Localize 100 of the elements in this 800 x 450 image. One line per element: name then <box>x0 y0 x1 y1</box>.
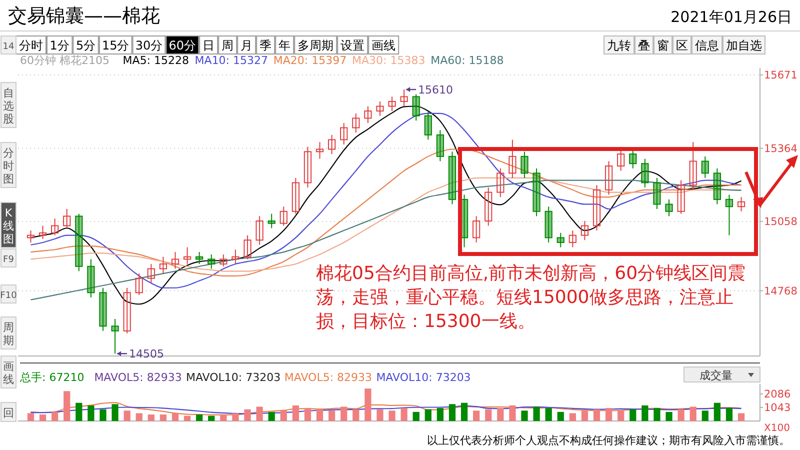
series-label: MAVOL5: 82933 <box>284 371 372 384</box>
candlestick <box>496 168 504 198</box>
text: MA30: 15383 <box>352 54 426 67</box>
candlestick <box>75 213 83 272</box>
bar <box>352 409 360 421</box>
bar <box>328 410 336 421</box>
candlestick <box>328 134 336 155</box>
candlestick <box>653 177 661 210</box>
bar <box>509 405 516 421</box>
candlestick <box>87 258 95 298</box>
text: 自选股 <box>3 86 14 126</box>
bar <box>27 413 34 421</box>
candlestick <box>388 96 396 112</box>
bar <box>690 406 696 421</box>
candlestick <box>364 106 372 124</box>
bar <box>678 409 684 421</box>
text: 信息 <box>695 38 719 52</box>
bar <box>304 408 312 421</box>
bar <box>654 408 660 421</box>
text: 60分钟 棉花2105 <box>20 54 110 67</box>
bar <box>593 409 600 421</box>
line-series <box>30 405 742 414</box>
candlestick <box>448 151 456 205</box>
bar <box>196 414 203 421</box>
bar <box>545 408 552 421</box>
candlestick <box>665 198 673 217</box>
bar <box>208 416 215 421</box>
text: F9 <box>3 255 14 265</box>
text: 以上仅代表分析师个人观点不构成任何操作建议；期市有风险入市需谨慎。 <box>427 434 790 447</box>
chart-title: 交易锦囊——棉花 <box>8 5 160 27</box>
bar <box>412 412 420 421</box>
y-tick-label: 15058 <box>764 216 798 228</box>
candlestick <box>436 130 444 162</box>
candlestick <box>641 158 649 188</box>
candlestick <box>256 216 264 246</box>
y-tick-label: 2086 <box>764 388 792 401</box>
text: 总手: 67210 <box>19 371 84 384</box>
candlestick <box>352 112 360 134</box>
text: MA5: 15228 <box>122 54 190 67</box>
bar <box>497 408 504 421</box>
bar <box>172 413 179 421</box>
text: MAVOL10: 73203 <box>186 371 281 384</box>
bar <box>268 412 275 421</box>
bar <box>424 409 432 421</box>
text: 画线 <box>372 38 396 52</box>
text: 日 <box>202 38 215 52</box>
candlestick <box>508 139 516 178</box>
bar <box>148 414 154 421</box>
candlestick <box>472 216 480 243</box>
bar <box>448 404 456 421</box>
text: 30分 <box>135 38 163 52</box>
candlestick <box>268 213 276 229</box>
bar <box>521 410 528 421</box>
bar <box>738 413 745 421</box>
candlestick <box>677 180 685 214</box>
text: 叠 <box>638 38 650 52</box>
bar <box>39 414 46 421</box>
candlestick <box>629 148 637 169</box>
candlestick <box>568 230 576 248</box>
y-tick-label: 15671 <box>764 70 798 82</box>
bar <box>280 410 287 421</box>
text: MA20: 15397 <box>273 54 347 67</box>
bar <box>244 409 251 421</box>
bar <box>605 408 612 421</box>
candlestick <box>520 151 528 178</box>
candlestick <box>580 220 589 241</box>
candlestick <box>26 230 35 243</box>
text: 60分 <box>168 38 196 52</box>
candlestick <box>147 263 155 284</box>
text: 设置 <box>340 38 365 52</box>
candlestick <box>592 184 601 232</box>
bar <box>160 414 167 421</box>
chart-subtitle: 2021年01月26日 <box>670 8 792 26</box>
text: 多周期 <box>298 38 334 52</box>
candlestick <box>171 252 180 270</box>
text: 加自选 <box>726 38 762 52</box>
y-tick-label: 14768 <box>764 285 798 298</box>
candlestick <box>737 196 746 212</box>
candlestick <box>376 100 384 116</box>
bar <box>316 409 324 421</box>
candlestick <box>292 177 300 214</box>
candlestick <box>280 206 288 226</box>
bar <box>714 402 720 421</box>
candlestick <box>304 146 312 188</box>
bar <box>220 414 227 421</box>
text: MA10: 15327 <box>194 54 268 67</box>
line-series <box>30 402 742 416</box>
bar <box>340 406 348 421</box>
candlestick <box>38 225 47 240</box>
annotation: 15610 <box>418 83 454 96</box>
text: 成交量 <box>700 369 732 382</box>
candlestick <box>51 218 59 236</box>
candlestick <box>713 168 721 205</box>
text: 九转 <box>607 38 631 52</box>
bar <box>618 410 624 421</box>
candlestick <box>63 208 71 229</box>
text: 分时 <box>19 38 43 52</box>
candlestick <box>725 194 734 236</box>
annotation: 棉花05合约目前高位,前市未创新高，60分钟线区间震荡，走强，重心平稳。短线15000做多思路，注意止损，目标位：15300一线。 <box>316 263 746 332</box>
bar <box>376 409 384 421</box>
